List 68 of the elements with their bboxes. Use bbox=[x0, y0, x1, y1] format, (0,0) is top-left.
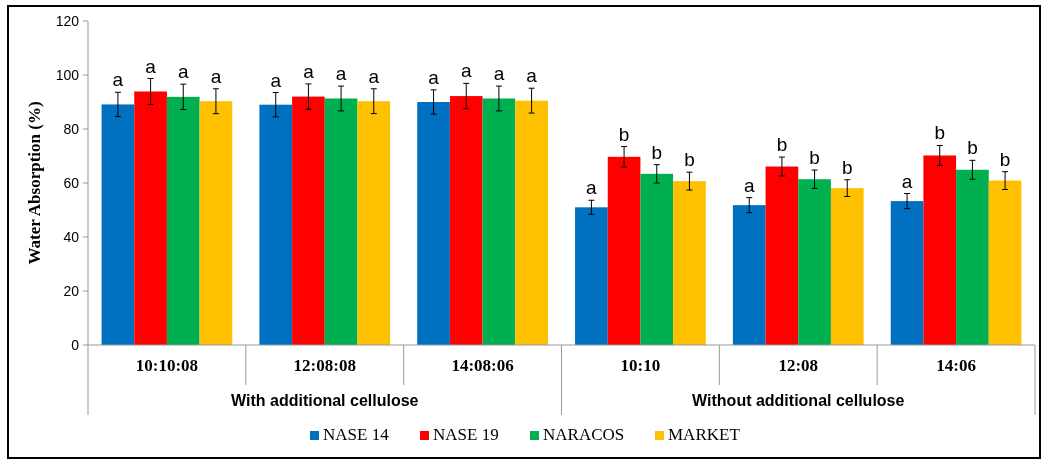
legend-label: NARACOS bbox=[543, 425, 625, 444]
data-label: a bbox=[177, 61, 189, 83]
bar bbox=[292, 96, 325, 345]
y-tick-label: 40 bbox=[63, 228, 80, 245]
data-label: b bbox=[967, 137, 978, 159]
y-tick-label: 20 bbox=[63, 282, 80, 299]
bar bbox=[956, 169, 989, 345]
bar bbox=[199, 101, 233, 345]
bar bbox=[449, 96, 483, 345]
data-label: a bbox=[526, 65, 538, 87]
data-label: b bbox=[651, 141, 663, 163]
bar bbox=[515, 100, 548, 345]
y-tick-label: 0 bbox=[71, 336, 80, 353]
bar bbox=[673, 181, 706, 345]
text: With additional cellulose bbox=[231, 392, 419, 409]
data-label: a bbox=[145, 55, 157, 77]
data-label: a bbox=[743, 174, 755, 196]
x-tick-label: 14:08:06 bbox=[451, 356, 514, 375]
bar bbox=[357, 101, 391, 345]
bar bbox=[482, 98, 516, 345]
bar bbox=[640, 173, 674, 345]
data-label: b bbox=[684, 149, 695, 171]
legend-label: NASE 19 bbox=[433, 425, 499, 444]
y-axis-title: Water Absorption (%) bbox=[25, 101, 44, 265]
data-label: b bbox=[618, 123, 630, 145]
bar bbox=[890, 201, 924, 345]
bar bbox=[830, 188, 864, 345]
bar bbox=[765, 166, 799, 345]
data-label: b bbox=[999, 148, 1011, 170]
x-tick-label: 14:06 bbox=[936, 356, 976, 375]
y-tick-label: 60 bbox=[63, 174, 80, 191]
legend-label: MARKET bbox=[668, 425, 741, 444]
bar bbox=[732, 205, 766, 345]
bar bbox=[134, 91, 167, 345]
y-tick-label: 100 bbox=[55, 66, 80, 83]
data-label: a bbox=[210, 65, 222, 87]
bar bbox=[417, 102, 450, 345]
x-tick-label: 10:10 bbox=[620, 356, 661, 375]
data-label: b bbox=[841, 156, 853, 178]
data-label: a bbox=[303, 60, 315, 82]
bar bbox=[798, 179, 831, 345]
data-label: a bbox=[270, 69, 282, 91]
x-tick-label: 10:10:08 bbox=[135, 356, 199, 375]
data-label: a bbox=[368, 65, 380, 87]
data-label: b bbox=[776, 134, 788, 156]
text: Without additional cellulose bbox=[692, 392, 905, 409]
bar bbox=[166, 96, 200, 345]
data-label: a bbox=[460, 60, 472, 82]
data-label: a bbox=[586, 177, 598, 199]
x-tick-label: 12:08 bbox=[778, 356, 819, 375]
data-label: a bbox=[493, 63, 505, 85]
data-label: b bbox=[809, 147, 820, 169]
y-tick-label: 120 bbox=[55, 12, 80, 29]
legend-label: NASE 14 bbox=[323, 425, 390, 444]
data-label: a bbox=[335, 63, 347, 85]
bar bbox=[259, 104, 293, 345]
bar bbox=[324, 98, 358, 345]
x-tick-label: 12:08:08 bbox=[293, 356, 356, 375]
y-tick-label: 80 bbox=[63, 120, 80, 137]
bar bbox=[101, 104, 135, 345]
data-label: a bbox=[112, 69, 124, 91]
data-label: a bbox=[428, 66, 440, 88]
bar bbox=[988, 180, 1022, 345]
bar bbox=[607, 156, 641, 345]
bar bbox=[923, 155, 957, 345]
data-label: a bbox=[901, 170, 913, 192]
data-label: b bbox=[934, 122, 946, 144]
bar bbox=[575, 207, 608, 345]
